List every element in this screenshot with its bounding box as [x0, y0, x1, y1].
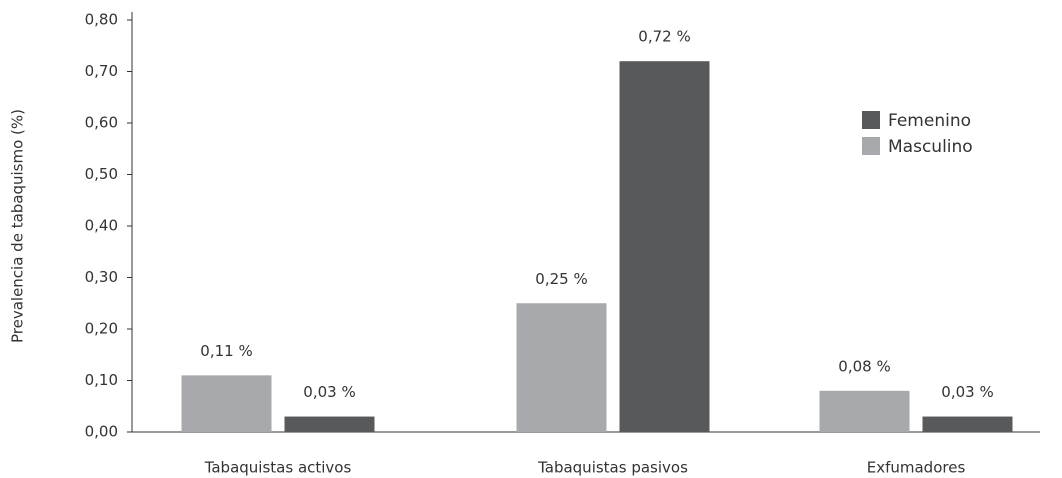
value-label: 0,08 %	[838, 357, 890, 375]
y-tick-label: 0,00	[85, 423, 118, 441]
y-tick-label: 0,60	[85, 114, 118, 132]
bar	[619, 61, 710, 432]
y-tick-label: 0,80	[85, 11, 118, 29]
value-label: 0,03 %	[941, 383, 993, 401]
legend-label: Femenino	[888, 111, 971, 131]
legend-swatch	[862, 137, 880, 155]
y-tick-label: 0,70	[85, 62, 118, 80]
bar	[819, 390, 910, 432]
bar	[922, 416, 1013, 432]
value-label: 0,25 %	[535, 270, 587, 288]
y-axis-label: Prevalencia de tabaquismo (%)	[9, 109, 27, 343]
bar	[284, 416, 375, 432]
legend-swatch	[862, 111, 880, 129]
bar	[516, 303, 607, 432]
value-label: 0,72 %	[638, 28, 690, 46]
y-tick-label: 0,30	[85, 268, 118, 286]
x-tick-label: Exfumadores	[867, 459, 966, 477]
x-tick-label: Tabaquistas activos	[204, 459, 352, 477]
x-tick-label: Tabaquistas pasivos	[537, 459, 688, 477]
legend-label: Masculino	[888, 137, 973, 157]
y-tick-label: 0,10	[85, 371, 118, 389]
y-tick-label: 0,20	[85, 320, 118, 338]
bar	[181, 375, 272, 432]
y-tick-label: 0,50	[85, 165, 118, 183]
value-label: 0,03 %	[303, 383, 355, 401]
y-tick-label: 0,40	[85, 217, 118, 235]
value-label: 0,11 %	[200, 342, 252, 360]
